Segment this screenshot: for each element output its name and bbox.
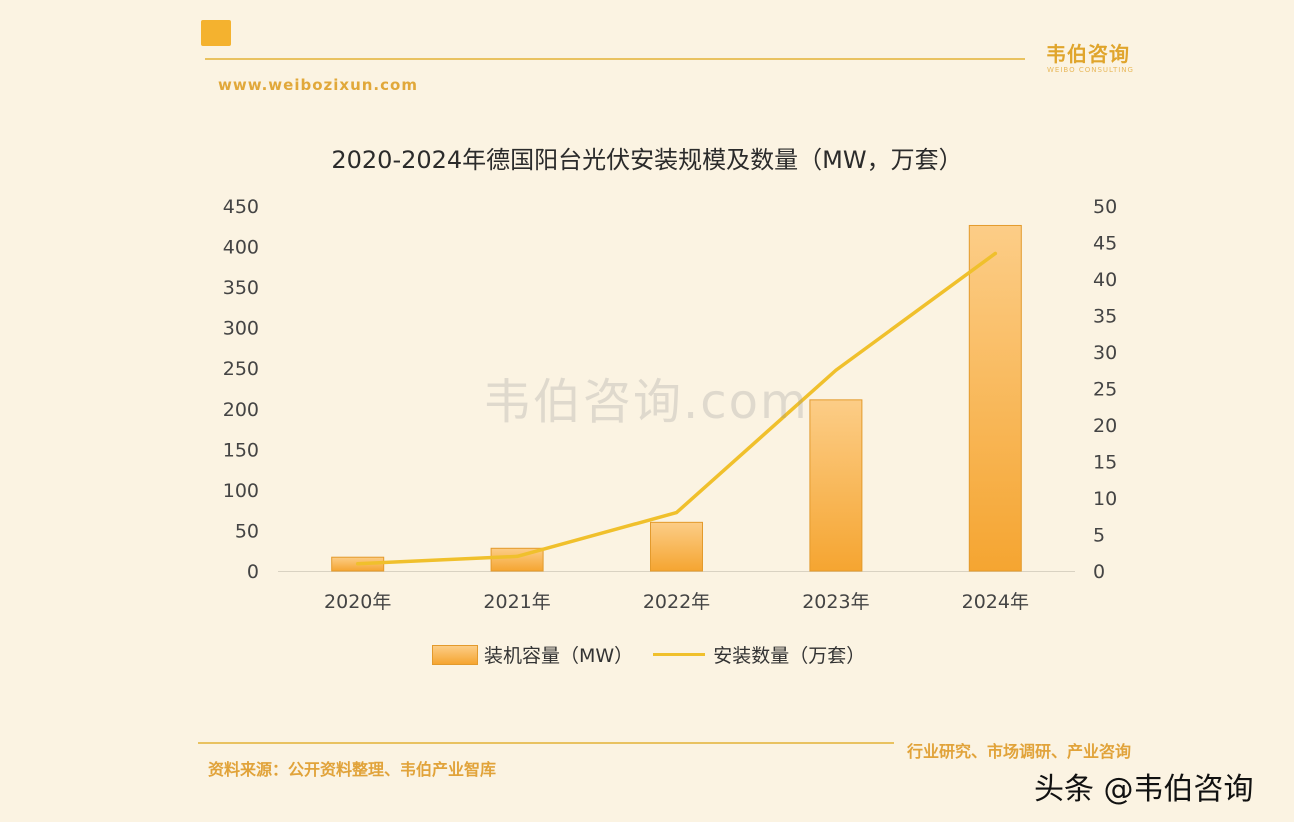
y-right-tick-label: 30 (1093, 342, 1117, 364)
line-point (675, 511, 678, 515)
bar (968, 224, 1022, 572)
bar-series (331, 224, 1022, 572)
y-right-tick-label: 50 (1093, 196, 1117, 218)
y-right-tick-label: 40 (1093, 269, 1117, 291)
y-left-tick-label: 100 (223, 480, 259, 502)
y-right-tick-label: 45 (1093, 233, 1117, 255)
legend-line-swatch (653, 653, 706, 656)
y-left-tick-label: 50 (235, 520, 259, 542)
line-series (355, 251, 998, 566)
brand-name: 韦伯咨询 (1046, 42, 1130, 66)
x-tick-label: 2023年 (802, 591, 869, 613)
x-tick-label: 2020年 (324, 591, 391, 613)
y-left-tick-label: 350 (223, 277, 259, 299)
y-left-tick-label: 150 (223, 439, 259, 461)
brand-logo-square (201, 20, 231, 46)
y-left-tick-label: 250 (223, 358, 259, 380)
x-tick-label: 2022年 (643, 591, 710, 613)
y-right-tick-label: 20 (1093, 415, 1117, 437)
line-point (515, 554, 519, 558)
footer-tagline: 行业研究、市场调研、产业咨询 (907, 742, 1132, 761)
platform-watermark: 头条 @韦伯咨询 (1034, 772, 1254, 807)
y-right-tick-label: 25 (1093, 379, 1117, 401)
y-left-tick-label: 0 (247, 561, 259, 583)
legend-line-label: 安装数量（万套） (713, 645, 866, 667)
website-url: www.weibozixun.com (218, 76, 418, 94)
y-right-tick-label: 15 (1093, 452, 1117, 474)
footer-divider (198, 742, 894, 744)
y-left-tick-label: 200 (223, 399, 259, 421)
x-tick-label: 2024年 (962, 591, 1029, 613)
y-right-tick-label: 0 (1093, 561, 1105, 583)
y-left-tick-label: 300 (223, 318, 259, 340)
line-point (834, 368, 838, 372)
y-right-tick-label: 10 (1093, 488, 1117, 510)
chart-axes: 0 50 100 150 200 250 300 350 400 450 0 5 10 15 20 25 30 3… (223, 196, 1117, 613)
watermark: 韦伯咨询.com (483, 374, 809, 430)
bar (809, 399, 863, 572)
brand-subtitle: WEIBO CONSULTING (1047, 66, 1134, 74)
y-left-tick-label: 450 (223, 196, 259, 218)
legend-bar-swatch (432, 644, 478, 665)
data-source: 资料来源：公开资料整理、韦伯产业智库 (208, 760, 497, 779)
x-tick-label: 2021年 (483, 591, 550, 613)
legend: 装机容量（MW） 安装数量（万套） (432, 641, 865, 668)
header-divider (205, 58, 1025, 60)
chart-title: 2020-2024年德国阳台光伏安装规模及数量（MW，万套） (331, 146, 963, 174)
legend-bar-label: 装机容量（MW） (484, 645, 634, 667)
line-point (993, 251, 997, 255)
bar (650, 521, 703, 572)
y-right-tick-label: 5 (1093, 525, 1105, 547)
y-right-tick-label: 35 (1093, 306, 1117, 328)
y-left-tick-label: 400 (223, 237, 259, 259)
line-point (356, 562, 360, 566)
